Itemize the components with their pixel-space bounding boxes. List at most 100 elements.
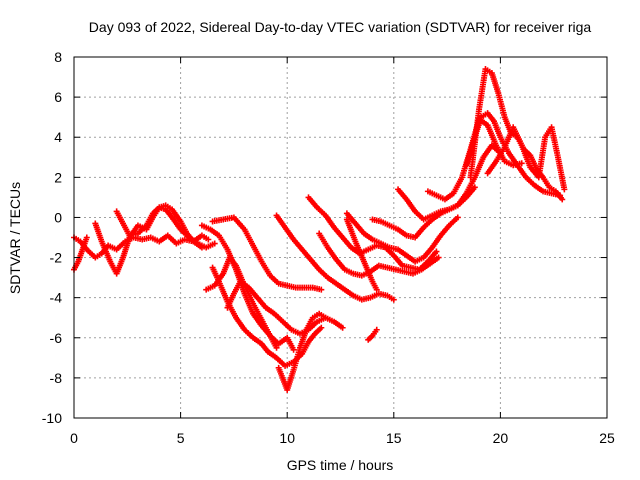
x-tick-label: 15: [386, 430, 402, 446]
axis-ticks: 0 5 10 15 20 25 -10 -8 -6 -4 -2 0 2 4 6 8: [42, 49, 615, 446]
point-trail: [300, 340, 311, 355]
point-trail: [209, 227, 221, 238]
point-trail: [467, 108, 482, 179]
point-trail: [318, 312, 327, 320]
point-trail: [536, 136, 548, 179]
point-trail: [448, 203, 459, 212]
point-trail: [201, 233, 210, 242]
point-trail: [426, 250, 439, 263]
data-point: [435, 254, 442, 261]
data-point: [205, 236, 212, 243]
point-trail: [422, 246, 434, 259]
y-tick-label: -2: [50, 250, 63, 266]
x-tick-label: 0: [70, 430, 78, 446]
point-trail: [353, 222, 366, 235]
series-arc22: [365, 326, 380, 343]
point-trail: [128, 230, 139, 238]
point-trail: [326, 275, 338, 286]
point-trail: [369, 291, 380, 300]
point-trail: [205, 283, 216, 292]
point-trail: [300, 248, 313, 261]
point-trail: [192, 239, 204, 250]
point-trail: [422, 213, 434, 222]
point-trail: [334, 258, 347, 271]
data-point: [471, 184, 478, 191]
point-trail: [201, 223, 212, 232]
y-tick-label: 4: [54, 129, 62, 145]
point-trail: [170, 216, 183, 231]
series-arc14: [343, 210, 461, 265]
gridlines: [74, 57, 607, 418]
y-axis-label: SDTVAR / TECUs: [7, 182, 23, 294]
point-trail: [464, 176, 477, 195]
point-trail: [495, 92, 508, 118]
point-trail: [311, 285, 323, 293]
point-trail: [345, 212, 358, 225]
point-trail: [431, 209, 442, 218]
point-trail: [485, 111, 496, 123]
data-point: [318, 286, 325, 293]
point-trail: [290, 327, 301, 336]
point-trail: [370, 328, 379, 337]
point-trail: [418, 260, 430, 271]
data-point: [433, 248, 440, 255]
y-tick-label: -8: [50, 370, 63, 386]
point-trail: [227, 256, 238, 267]
data-point: [273, 344, 280, 351]
point-trail: [175, 237, 186, 246]
point-trail: [367, 243, 378, 252]
series-arc4: [113, 202, 205, 251]
point-trail: [303, 284, 314, 291]
point-trail: [217, 234, 230, 251]
point-trail: [549, 126, 561, 159]
point-trail: [85, 248, 97, 259]
series-arc8: [209, 214, 325, 293]
point-trail: [349, 245, 361, 256]
point-trail: [332, 226, 345, 239]
point-trail: [404, 198, 417, 213]
data-point: [561, 186, 568, 193]
point-trail: [396, 227, 408, 238]
point-trail: [107, 243, 118, 252]
point-trail: [428, 255, 440, 266]
point-trail: [371, 216, 382, 224]
point-trail: [511, 126, 524, 147]
point-trail: [528, 154, 539, 171]
point-trail: [313, 326, 323, 336]
point-trail: [403, 269, 414, 277]
point-trail: [275, 356, 287, 368]
data-point: [454, 214, 461, 221]
series-arc20: [484, 124, 568, 193]
point-trail: [259, 260, 272, 277]
point-trail: [251, 302, 264, 321]
point-trail: [370, 280, 379, 291]
x-tick-label: 5: [177, 430, 185, 446]
point-trail: [292, 238, 304, 251]
point-trail: [388, 245, 399, 253]
point-trail: [149, 235, 161, 244]
point-trail: [392, 254, 404, 267]
point-trail: [455, 192, 469, 207]
point-trail: [435, 193, 446, 202]
point-trail: [380, 241, 391, 250]
data-point: [211, 240, 218, 247]
point-trail: [378, 291, 389, 299]
point-trail: [231, 280, 243, 295]
point-trail: [73, 235, 82, 244]
point-trail: [114, 210, 125, 225]
series-arc21: [343, 216, 380, 293]
point-trail: [332, 319, 344, 330]
point-trail: [273, 312, 285, 324]
point-trail: [324, 315, 335, 324]
data-point: [559, 196, 566, 203]
point-trail: [259, 342, 270, 354]
point-trail: [352, 293, 363, 302]
point-trail: [395, 267, 406, 275]
point-trail: [158, 203, 167, 210]
data-point: [339, 324, 346, 331]
point-trail: [121, 222, 132, 237]
point-trail: [170, 208, 183, 223]
point-trail: [427, 189, 438, 198]
point-trail: [353, 240, 367, 263]
